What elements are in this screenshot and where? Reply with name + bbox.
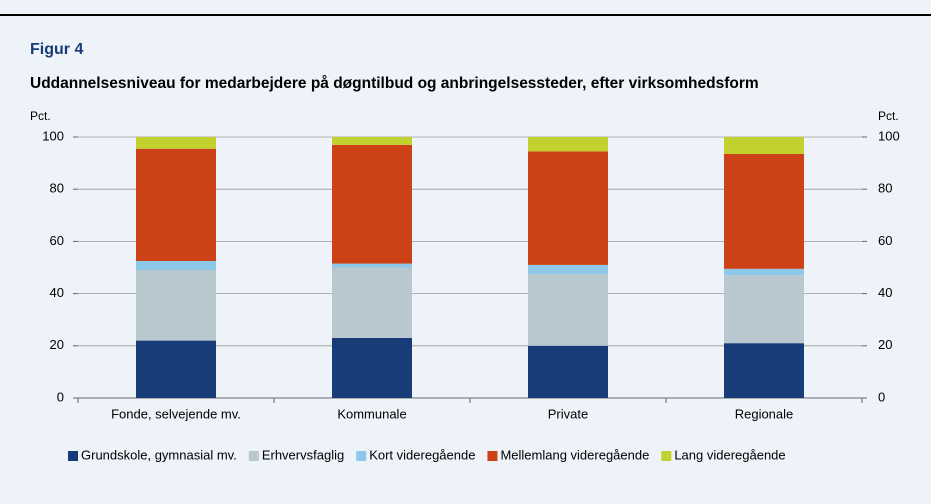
legend-swatch: [248, 451, 259, 461]
y2-tick-label: 80: [878, 181, 892, 196]
legend-label: Mellemlang videregående: [500, 447, 649, 462]
y2-tick-label: 60: [878, 233, 892, 248]
y-tick-label: 0: [57, 389, 64, 404]
legend-swatch: [661, 451, 672, 461]
x-tick-label: Regionale: [735, 406, 794, 421]
y-tick-label: 100: [42, 128, 64, 143]
y2-tick-label: 0: [878, 389, 885, 404]
y2-tick-label: 20: [878, 337, 892, 352]
bar-segment: [528, 274, 608, 346]
bar-segment: [528, 345, 608, 398]
bar-segment: [332, 137, 412, 145]
bar-segment: [528, 137, 608, 152]
legend-swatch: [487, 451, 498, 461]
bar-segment: [724, 275, 804, 344]
bar-segment: [724, 137, 804, 154]
legend-label: Grundskole, gymnasial mv.: [81, 447, 237, 462]
legend-label: Kort videregående: [369, 447, 475, 462]
legend-label: Lang videregående: [674, 447, 785, 462]
y-tick-label: 20: [50, 337, 64, 352]
bar-segment: [332, 263, 412, 268]
legend-swatch: [356, 451, 367, 461]
legend-label: Erhvervsfaglig: [262, 447, 344, 462]
y-tick-label: 80: [50, 181, 64, 196]
bar-segment: [136, 260, 216, 271]
bar-segment: [724, 343, 804, 398]
chart-title: Uddannelsesniveau for medarbejdere på dø…: [30, 75, 759, 92]
bar-segment: [724, 268, 804, 276]
bar-segment: [332, 267, 412, 338]
bar-segment: [332, 144, 412, 264]
legend-swatch: [68, 451, 78, 461]
bar-segment: [332, 337, 412, 398]
x-tick-label: Private: [548, 406, 588, 421]
y2-axis-label: Pct.: [878, 109, 899, 123]
bar-segment: [528, 151, 608, 265]
figure-label: Figur 4: [30, 41, 83, 58]
y2-tick-label: 100: [878, 128, 900, 143]
bar-segment: [136, 340, 216, 398]
x-tick-label: Fonde, selvejende mv.: [111, 406, 241, 421]
y2-tick-label: 40: [878, 285, 892, 300]
bar-segment: [136, 270, 216, 341]
y-axis-label: Pct.: [30, 109, 51, 123]
y-tick-label: 60: [50, 233, 64, 248]
bar-segment: [528, 264, 608, 275]
x-tick-label: Kommunale: [337, 406, 406, 421]
bar-segment: [136, 148, 216, 261]
y-tick-label: 40: [50, 285, 64, 300]
bar-segment: [136, 137, 216, 149]
bar-segment: [724, 153, 804, 269]
